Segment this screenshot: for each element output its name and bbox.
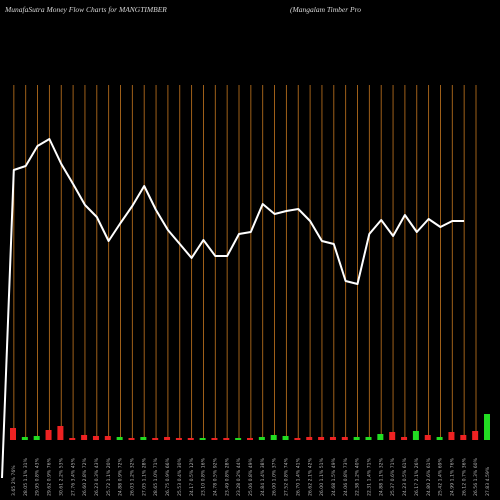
x-tick-label: 25.42 1.4% 69% — [438, 457, 444, 496]
x-tick-label: 27.76 3.4% 45% — [70, 457, 76, 496]
x-tick-label: 27.83 4.59% — [485, 466, 491, 496]
x-tick-label: 24.68 1.5% 49% — [331, 457, 337, 496]
money-flow-bar — [21, 437, 28, 440]
money-flow-bar — [10, 428, 16, 440]
x-tick-label: 29.62 0.9% 76% — [47, 457, 53, 496]
money-flow-bar — [412, 431, 419, 440]
money-flow-bar — [33, 436, 40, 440]
x-tick-label: 24.84 1.4% 38% — [260, 457, 266, 496]
money-flow-bar — [235, 438, 242, 440]
x-tick-label: 23.10 0.8% 16% — [201, 457, 207, 496]
x-tick-label: 25.72 1.1% 20% — [106, 457, 112, 496]
x-tick-label: 26.03 1.2% 32% — [130, 457, 136, 496]
x-tick-label: 26.70 1.4% 41% — [295, 457, 301, 496]
money-flow-bar — [389, 432, 396, 440]
x-tick-label: 27.05 1.1% 28% — [141, 457, 147, 496]
money-flow-bar — [45, 430, 52, 440]
money-flow-bar — [258, 437, 265, 440]
x-tick-label: 24.17 0.5% 12% — [189, 457, 195, 496]
money-flow-bar — [329, 437, 336, 440]
x-tick-label: 24.80 2.6% 61% — [426, 457, 432, 496]
money-flow-bar — [164, 437, 171, 440]
x-tick-label: 28.05 1.1% 31% — [23, 457, 29, 496]
money-flow-bar — [57, 426, 64, 440]
money-flow-bar — [247, 438, 253, 440]
x-tick-label: 24.88 0.9% 72% — [118, 457, 124, 496]
money-flow-bar — [152, 438, 159, 440]
x-tick-label: 25.37 0.6% 71% — [390, 457, 396, 496]
money-flow-bar — [436, 437, 443, 440]
x-tick-label: 25.06 0.8% 49% — [248, 457, 254, 496]
money-flow-bar — [69, 438, 76, 440]
money-flow-line — [1, 138, 465, 479]
money-flow-bar — [306, 437, 313, 440]
x-tick-label: 26.00 1.0% 37% — [272, 457, 278, 496]
x-tick-label: 26.60 2.8% 72% — [82, 457, 88, 496]
x-tick-label: 25.53 0.4% 30% — [177, 457, 183, 496]
money-flow-bar — [175, 438, 182, 440]
money-flow-bar — [424, 435, 431, 440]
x-tick-label: 24.88 1.1% 32% — [378, 457, 384, 496]
money-flow-bar — [128, 438, 135, 440]
money-flow-bar — [448, 432, 455, 440]
x-tick-label: 22.38 1.2% 40% — [355, 457, 361, 496]
chart-subtitle: (Mangalam Timber Pro — [290, 5, 361, 14]
x-tick-label: 26.62 2.1% 42% — [307, 457, 313, 496]
money-flow-bar — [318, 437, 325, 440]
money-flow-bars — [10, 414, 490, 440]
money-flow-bar — [341, 437, 348, 440]
money-flow-bar — [460, 435, 467, 440]
x-tick-label: 26.12 0.7% 36% — [461, 457, 467, 496]
x-tick-label: 24.99 1.1% 76% — [449, 457, 455, 496]
chart-title: MunafaSutra Money Flow Charts for MANGTI… — [5, 5, 167, 14]
x-tick-label: 23.28 0.2% 44% — [236, 457, 242, 496]
money-flow-bar — [116, 437, 123, 440]
money-flow-bar — [377, 434, 384, 440]
money-flow-bar — [365, 437, 372, 440]
money-flow-bar — [81, 435, 88, 440]
money-flow-bar — [401, 437, 408, 440]
gridlines — [13, 85, 477, 440]
money-flow-bar — [92, 436, 99, 440]
x-tick-label: 26.56 1.3% 60% — [473, 457, 479, 496]
money-flow-bar — [472, 431, 479, 440]
money-flow-bar — [484, 414, 490, 440]
x-tick-label: 26.00 1.1% 51% — [319, 457, 325, 496]
x-tick-label: 3.65 2% 76% — [11, 465, 17, 496]
x-tick-label: 27.52 0.8% 74% — [284, 457, 290, 496]
money-flow-bar — [223, 438, 230, 440]
money-flow-bar — [140, 437, 147, 440]
x-tick-label: 26.23 0.3% 43% — [94, 457, 100, 496]
money-flow-bar — [270, 435, 277, 440]
x-tick-label: 29.95 0.8% 43% — [35, 457, 41, 496]
x-tick-label: 24.78 0.5% 92% — [212, 457, 218, 496]
x-tick-label: 26.75 0.9% 66% — [165, 457, 171, 496]
money-flow-bar — [353, 437, 360, 440]
money-flow-bar — [294, 438, 301, 440]
x-tick-label: 22.31 1.4% 71% — [367, 457, 373, 496]
money-flow-bar — [282, 436, 289, 440]
x-tick-label: 24.06 0.8% 73% — [343, 457, 349, 496]
x-tick-label: 26.17 2.1% 26% — [414, 457, 420, 496]
money-flow-bar — [104, 436, 111, 440]
x-tick-label: 30.61 2.2% 53% — [58, 457, 64, 496]
x-tick-label: 24.23 0.5% 61% — [402, 457, 408, 496]
money-flow-bar — [187, 438, 194, 440]
x-tick-label: 28.65 1.0% 71% — [153, 457, 159, 496]
money-flow-bar — [199, 438, 206, 440]
money-flow-bar — [211, 438, 218, 440]
x-axis-tick-labels: 3.65 2% 76% 28.05 1.1% 31% 29.95 0.8% 43% 2… — [11, 457, 491, 496]
x-tick-label: 23.49 0.8% 28% — [224, 457, 230, 496]
